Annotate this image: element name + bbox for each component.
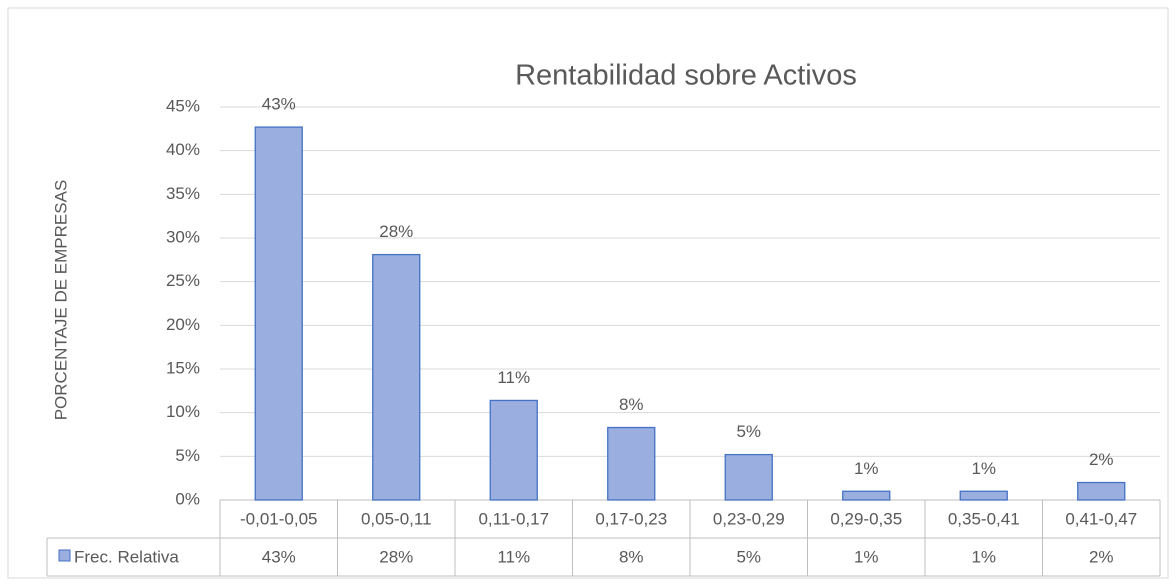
- y-tick-label: 10%: [166, 402, 200, 421]
- legend-key: [58, 549, 71, 562]
- y-tick-label: 15%: [166, 358, 200, 377]
- y-tick-label: 35%: [166, 184, 200, 203]
- table-value: 5%: [736, 547, 761, 566]
- y-tick-label: 40%: [166, 140, 200, 159]
- x-tick-label: 0,11-0,17: [478, 509, 549, 528]
- y-tick-label: 25%: [166, 271, 200, 290]
- y-tick-label: 0%: [175, 489, 200, 508]
- data-label: 5%: [736, 422, 761, 441]
- data-label: 43%: [262, 95, 296, 114]
- x-tick-label: 0,29-0,35: [830, 509, 902, 528]
- data-label: 1%: [854, 459, 879, 478]
- chart-border: [7, 7, 1169, 579]
- table-value: 1%: [971, 547, 996, 566]
- x-tick-label: 0,05-0,11: [361, 509, 432, 528]
- table-value: 43%: [262, 547, 296, 566]
- y-tick-label: 30%: [166, 227, 200, 246]
- bar: [372, 253, 421, 501]
- x-tick-label: 0,41-0,47: [1065, 509, 1137, 528]
- table-value: 28%: [379, 547, 413, 566]
- data-label: 2%: [1089, 450, 1114, 469]
- data-label: 1%: [971, 459, 996, 478]
- bar: [959, 490, 1008, 501]
- y-tick-label: 5%: [175, 446, 200, 465]
- table-value: 2%: [1089, 547, 1114, 566]
- x-tick-label: 0,17-0,23: [595, 509, 667, 528]
- chart-title: Rentabilidad sobre Activos: [515, 60, 857, 92]
- bar: [254, 126, 303, 501]
- y-tick-label: 20%: [166, 315, 200, 334]
- data-label: 11%: [497, 368, 530, 387]
- data-label: 28%: [379, 222, 413, 241]
- table-value: 8%: [619, 547, 644, 566]
- y-axis-label: PORCENTAJE DE EMPRESAS: [51, 180, 70, 421]
- bar: [724, 453, 773, 501]
- bar: [607, 426, 656, 501]
- x-tick-label: 0,23-0,29: [713, 509, 785, 528]
- table-value: 11%: [497, 547, 530, 566]
- x-tick-label: -0,01-0,05: [240, 509, 318, 528]
- bar: [489, 399, 538, 501]
- bar: [1077, 481, 1126, 501]
- data-label: 8%: [619, 395, 644, 414]
- y-tick-label: 45%: [166, 96, 200, 115]
- table-value: 1%: [854, 547, 879, 566]
- legend-label: Frec. Relativa: [74, 547, 179, 566]
- x-tick-label: 0,35-0,41: [948, 509, 1020, 528]
- bar: [842, 490, 891, 501]
